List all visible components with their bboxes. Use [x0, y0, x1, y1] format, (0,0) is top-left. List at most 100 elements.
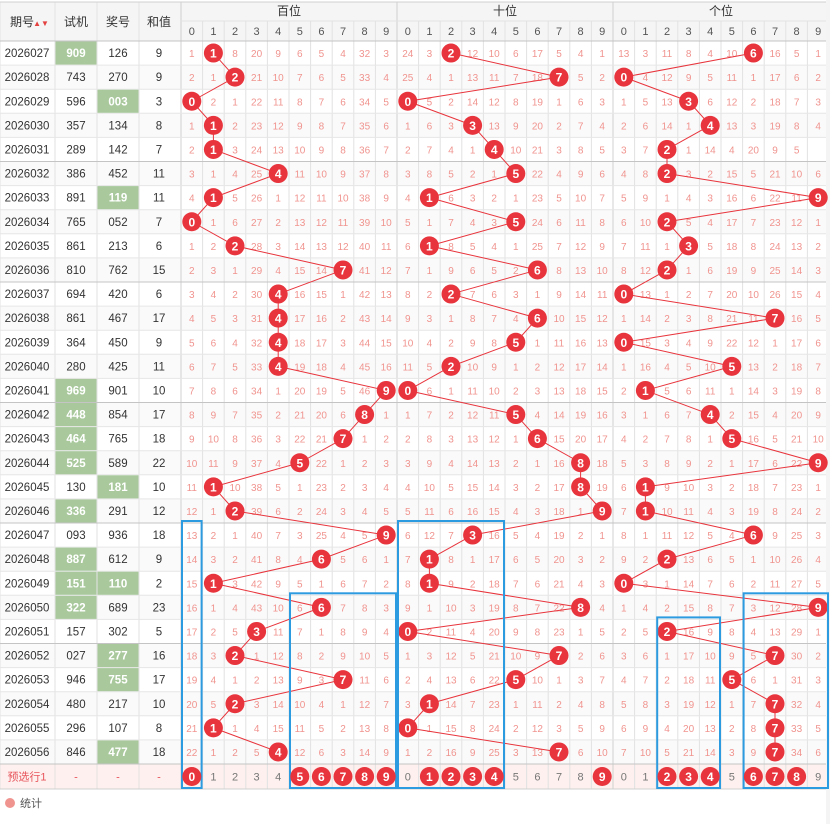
hit-ball-digit: 9 [383, 529, 390, 543]
preselect-digit[interactable]: 7 [556, 772, 562, 784]
prize-cell: 477 [108, 747, 127, 759]
miss-count: 21 [186, 724, 198, 735]
miss-count: 10 [273, 603, 285, 614]
stats-label[interactable]: 统计 [20, 797, 42, 810]
preselect-digit[interactable]: 4 [275, 772, 281, 784]
sum-cell: 17 [153, 675, 166, 687]
miss-count: 7 [297, 627, 303, 638]
preselect-ball[interactable] [355, 767, 375, 786]
miss-count: 4 [319, 700, 325, 711]
scroll-track[interactable] [826, 0, 830, 824]
selection-box [181, 520, 203, 789]
preselect-ball[interactable] [679, 767, 699, 786]
hit-ball-digit: 7 [772, 745, 779, 759]
preselect-ball[interactable] [592, 767, 612, 786]
hit-ball [268, 332, 288, 352]
digit-subheader: 0 [405, 26, 411, 38]
hit-ball-digit: 5 [728, 432, 735, 446]
trend-line-segment [731, 438, 819, 464]
preselect-digit[interactable]: 8 [578, 772, 584, 784]
preselect-digit[interactable]: 0 [405, 772, 411, 784]
miss-count: 3 [470, 194, 476, 205]
preselect-ball[interactable] [484, 767, 504, 786]
miss-count: 2 [232, 555, 238, 566]
preselect-digit[interactable]: 3 [254, 772, 260, 784]
miss-count: 14 [640, 314, 652, 325]
preselect-digit[interactable]: 5 [513, 772, 519, 784]
stats-toggle-icon[interactable] [5, 798, 15, 808]
preselect-digit[interactable]: 1 [210, 772, 216, 784]
miss-count: 2 [427, 748, 433, 759]
miss-count: 4 [621, 435, 627, 446]
preselect-ball[interactable] [311, 767, 331, 786]
miss-count: 6 [578, 97, 584, 108]
miss-count: 1 [405, 121, 411, 132]
sort-arrows-icon[interactable]: ▲▼ [33, 19, 49, 28]
preselect-digit[interactable]: 5 [729, 772, 735, 784]
miss-count: 2 [405, 676, 411, 687]
miss-count: 9 [297, 676, 303, 687]
preselect-ball[interactable] [182, 767, 202, 786]
miss-count: 7 [599, 676, 605, 687]
miss-count: 5 [319, 49, 325, 60]
row-bg [0, 41, 829, 66]
row-bg [0, 137, 829, 162]
preselect-ball[interactable] [419, 767, 439, 786]
miss-count: 6 [751, 676, 757, 687]
period-header[interactable]: 期号 [10, 15, 34, 29]
miss-count: 6 [643, 121, 649, 132]
miss-count: 33 [251, 362, 263, 373]
preselect-ball[interactable] [333, 767, 353, 786]
miss-count: 6 [232, 386, 238, 397]
miss-count: 1 [189, 121, 195, 132]
period-cell: 2026045 [5, 482, 50, 494]
preselect-ball[interactable] [376, 767, 396, 786]
miss-count: 3 [643, 579, 649, 590]
preselect-digit[interactable]: 6 [534, 772, 540, 784]
miss-count: 5 [664, 748, 670, 759]
preselect-ball-digit: 4 [491, 770, 498, 784]
preselect-ball[interactable] [463, 767, 483, 786]
miss-count: 15 [597, 386, 609, 397]
hit-ball [765, 646, 785, 666]
miss-count: 5 [751, 170, 757, 181]
preselect-ball[interactable] [700, 767, 720, 786]
trend-line-segment [213, 173, 279, 199]
row-bg [0, 113, 829, 138]
miss-count: 3 [383, 49, 389, 60]
preselect-ball[interactable] [787, 767, 807, 786]
miss-count: 5 [254, 748, 260, 759]
miss-count: 1 [643, 411, 649, 422]
hit-ball-digit: 0 [620, 577, 627, 591]
miss-count: 3 [383, 459, 389, 470]
preselect-digit[interactable]: 9 [815, 772, 821, 784]
hit-ball [311, 597, 331, 617]
miss-count: 7 [751, 218, 757, 229]
preselect-digit[interactable]: 1 [642, 772, 648, 784]
miss-count: 1 [729, 459, 735, 470]
hit-ball [700, 405, 720, 425]
trial-cell: 861 [66, 241, 85, 253]
hit-ball-digit: 5 [728, 673, 735, 687]
miss-count: 14 [575, 290, 587, 301]
miss-count: 2 [470, 170, 476, 181]
preselect-ball[interactable] [657, 767, 677, 786]
preselect-ball[interactable] [290, 767, 310, 786]
preselect-digit[interactable]: 2 [232, 772, 238, 784]
miss-count: 5 [189, 338, 195, 349]
preselect-digit[interactable]: 0 [621, 772, 627, 784]
trial-cell: 280 [66, 361, 85, 373]
miss-count: 2 [211, 627, 217, 638]
preselect-ball[interactable] [765, 767, 785, 786]
miss-count: 10 [597, 748, 609, 759]
preselect-ball[interactable] [441, 767, 461, 786]
hit-ball-digit: 1 [426, 239, 433, 253]
preselect-ball[interactable] [743, 767, 763, 786]
miss-count: 4 [275, 266, 281, 277]
miss-count: 44 [359, 338, 371, 349]
miss-count: 22 [294, 435, 306, 446]
row-bg [0, 523, 829, 548]
miss-count: 8 [383, 170, 389, 181]
miss-count: 13 [748, 362, 760, 373]
miss-count: 8 [707, 314, 713, 325]
